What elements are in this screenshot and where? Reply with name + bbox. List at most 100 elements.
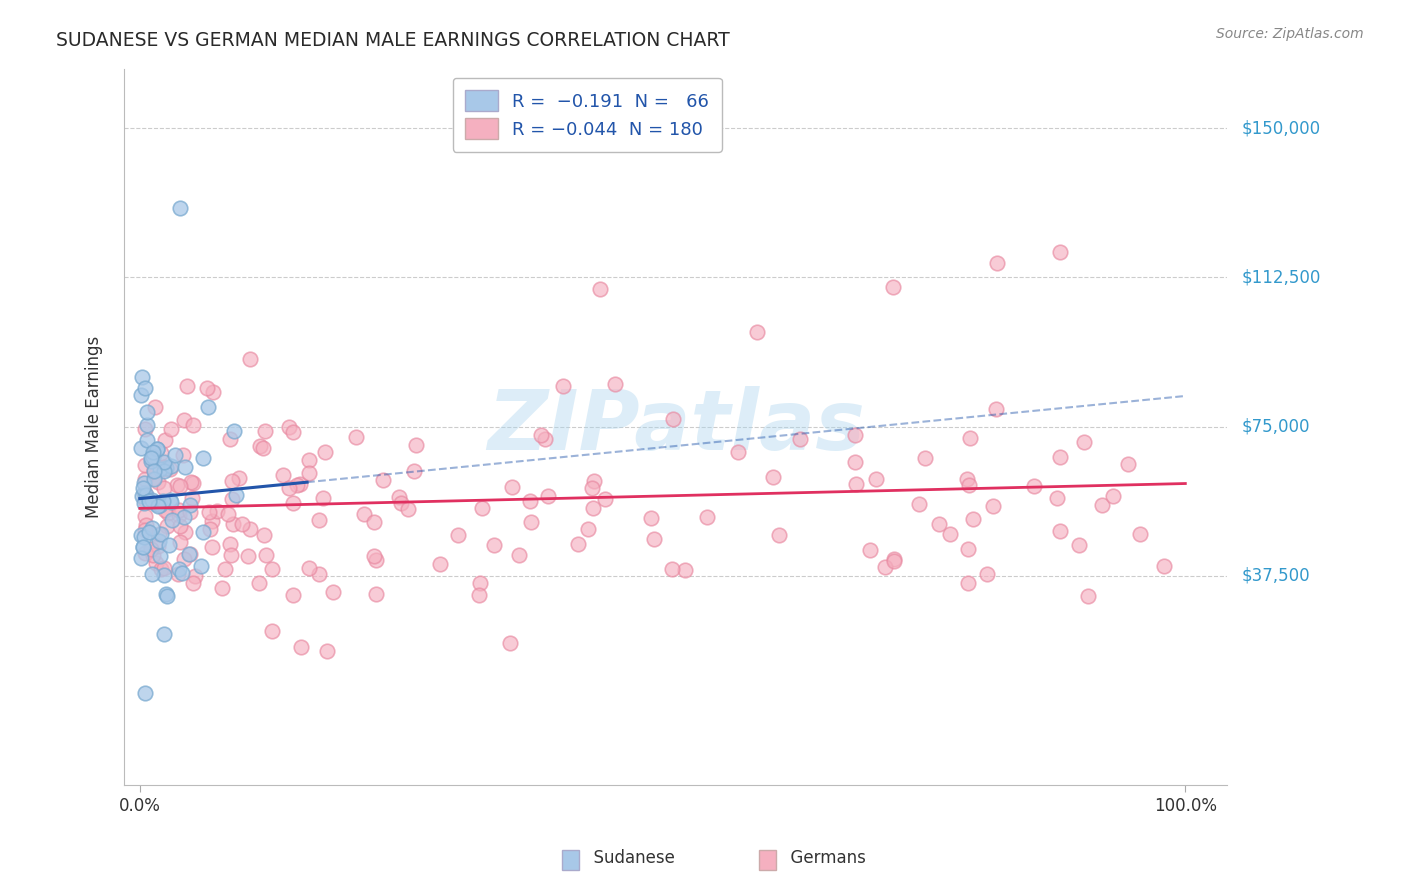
Point xyxy=(939,527,962,541)
Point xyxy=(148,534,170,549)
Point xyxy=(290,476,312,491)
Point xyxy=(662,412,685,426)
Point xyxy=(134,486,156,500)
Point xyxy=(142,548,165,562)
Point xyxy=(959,431,981,445)
Point xyxy=(146,539,169,553)
Point xyxy=(501,480,523,494)
Point xyxy=(132,540,155,554)
Point xyxy=(221,474,243,488)
Point xyxy=(404,464,426,478)
Point xyxy=(179,498,201,512)
Point xyxy=(508,548,530,562)
Point xyxy=(173,551,195,566)
Point xyxy=(640,511,662,525)
Point xyxy=(135,488,157,502)
Point xyxy=(173,413,195,427)
Point xyxy=(467,588,489,602)
Point xyxy=(222,516,245,531)
Point xyxy=(388,490,411,504)
Point xyxy=(153,481,176,495)
Point xyxy=(278,419,301,434)
Point xyxy=(482,538,505,552)
Point xyxy=(198,522,221,536)
Point xyxy=(315,643,337,657)
Point xyxy=(253,424,276,438)
Point xyxy=(298,561,321,575)
Point xyxy=(134,422,156,436)
Point xyxy=(153,459,176,474)
Point xyxy=(169,479,191,493)
Point xyxy=(371,473,394,487)
Text: $150,000: $150,000 xyxy=(1241,120,1320,137)
Point xyxy=(231,516,253,531)
Point xyxy=(745,325,768,339)
Point xyxy=(260,624,283,638)
Point xyxy=(134,546,156,560)
Point xyxy=(160,495,183,509)
Point xyxy=(134,381,156,395)
Point xyxy=(148,527,170,541)
Point xyxy=(198,505,221,519)
Point xyxy=(179,547,201,561)
Point xyxy=(141,492,163,507)
Point xyxy=(165,448,187,462)
Point xyxy=(727,445,749,459)
Point xyxy=(582,500,605,515)
Point xyxy=(214,562,236,576)
Point xyxy=(167,503,190,517)
Point xyxy=(169,518,191,533)
Point xyxy=(179,505,201,519)
Point xyxy=(197,381,219,395)
Point xyxy=(1049,524,1071,539)
Point xyxy=(239,522,262,536)
Point xyxy=(222,424,245,438)
Point xyxy=(142,449,165,463)
Point xyxy=(984,402,1007,417)
Point xyxy=(281,495,304,509)
Point xyxy=(153,464,176,478)
Point xyxy=(283,425,305,440)
Point xyxy=(262,562,284,576)
Point xyxy=(134,472,156,486)
Point xyxy=(201,514,224,528)
Point xyxy=(962,512,984,526)
Point xyxy=(865,472,887,486)
Point xyxy=(314,445,336,459)
Text: ZIPatlas: ZIPatlas xyxy=(486,386,865,467)
Point xyxy=(520,515,543,529)
Point xyxy=(142,472,165,486)
Point xyxy=(129,527,152,541)
Point xyxy=(661,562,683,576)
Point xyxy=(673,563,696,577)
Point xyxy=(1046,491,1069,505)
Point xyxy=(768,528,790,542)
Point xyxy=(344,430,367,444)
Point xyxy=(956,472,979,486)
Point xyxy=(159,492,181,507)
Point xyxy=(928,517,950,532)
Point xyxy=(253,528,276,542)
Point xyxy=(155,503,177,517)
Point xyxy=(146,442,169,457)
Point xyxy=(160,513,183,527)
Point xyxy=(142,463,165,477)
Point xyxy=(153,455,176,469)
Point xyxy=(976,566,998,581)
Point xyxy=(202,385,225,400)
Point xyxy=(583,474,606,488)
Point xyxy=(1069,538,1091,552)
Point xyxy=(136,433,159,447)
Point xyxy=(159,461,181,475)
Point xyxy=(148,475,170,489)
Point xyxy=(914,450,936,465)
Point xyxy=(844,455,866,469)
Point xyxy=(156,519,179,533)
Point xyxy=(155,434,177,448)
Point xyxy=(219,432,242,446)
Point xyxy=(146,442,169,456)
Point xyxy=(149,462,172,476)
Point xyxy=(138,494,160,508)
Point xyxy=(1024,479,1046,493)
Point xyxy=(957,478,980,492)
